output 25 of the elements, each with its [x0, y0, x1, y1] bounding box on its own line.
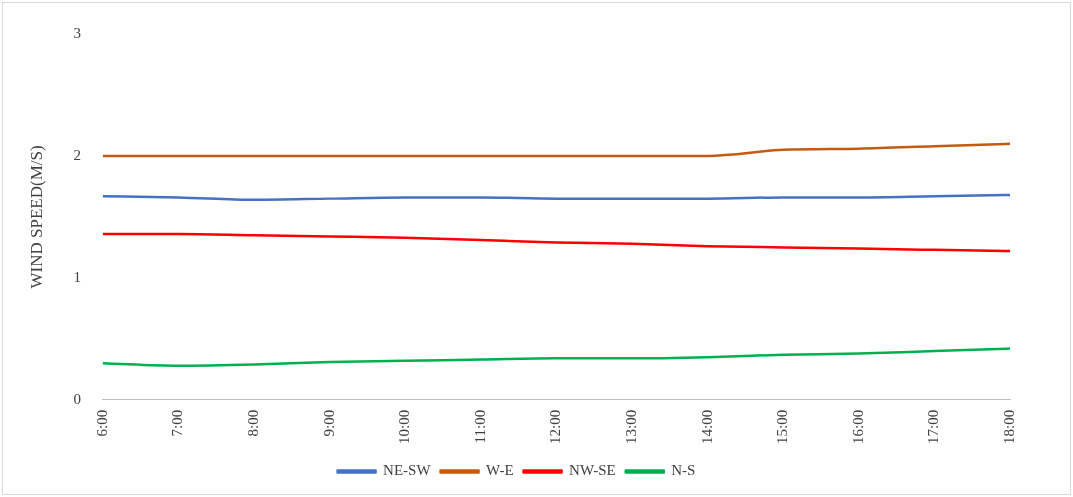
y-tick-label: 2 [73, 146, 81, 163]
legend-label: NW-SE [569, 462, 616, 479]
x-tick-label: 10:00 [396, 409, 413, 444]
line-series [101, 232, 1012, 253]
x-tick-label: 18:00 [1000, 409, 1017, 444]
x-tick-label: 9:00 [320, 409, 337, 437]
x-tick-label: 17:00 [925, 409, 942, 444]
x-tick-label: 6:00 [93, 409, 110, 437]
x-tick-label: 11:00 [471, 409, 488, 444]
x-tick-label: 12:00 [547, 409, 564, 444]
line-series [101, 347, 1012, 367]
y-tick-label: 1 [73, 268, 81, 285]
x-tick-label: 8:00 [245, 409, 262, 437]
x-tick-label: 14:00 [698, 409, 715, 444]
y-tick-label: 3 [73, 24, 81, 41]
legend-label: W-E [486, 462, 514, 479]
legend-label: N-S [671, 462, 696, 479]
y-axis-title: WIND SPEED(M/S) [26, 145, 46, 289]
x-tick-label: 13:00 [622, 409, 639, 444]
y-tick-label: 0 [73, 390, 81, 407]
line-series [101, 142, 1012, 158]
x-tick-label: 16:00 [849, 409, 866, 444]
x-tick-label: 15:00 [774, 409, 791, 444]
legend-label: NE-SW [383, 462, 432, 479]
x-tick-label: 7:00 [169, 409, 186, 437]
